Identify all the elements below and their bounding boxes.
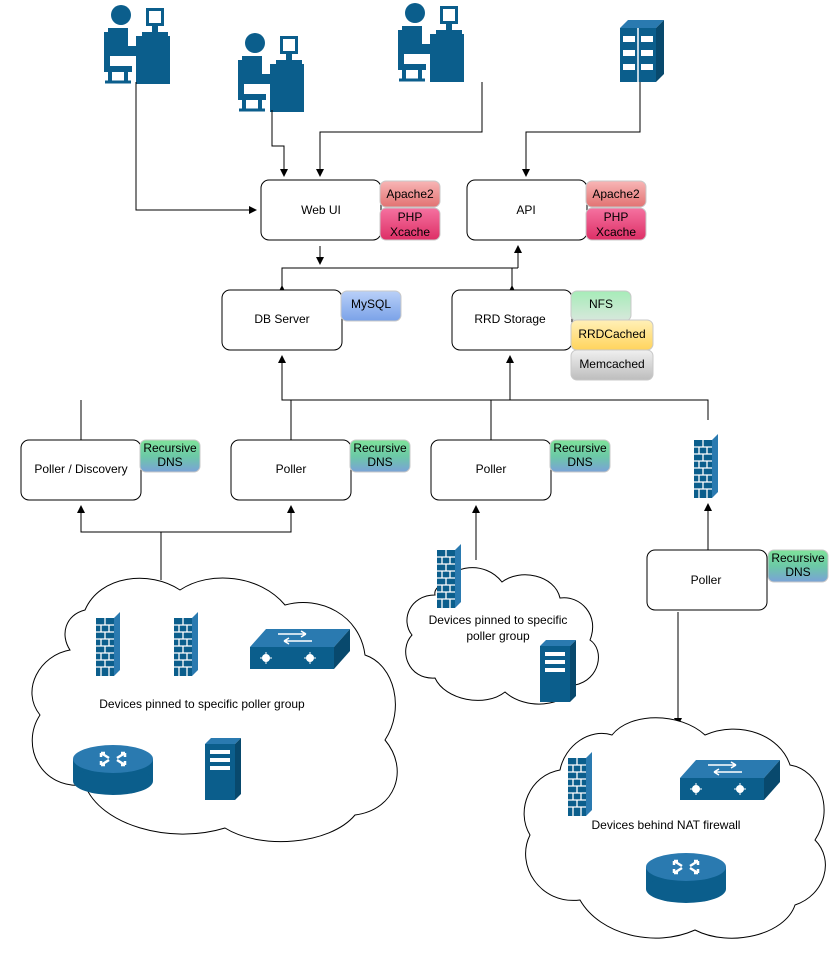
connectors [77,82,712,726]
cloud-label: poller group [466,629,530,643]
php-xcache-tag: PHP Xcache [585,207,647,241]
rrd-storage-label: RRD Storage [474,312,546,326]
router-icon [71,743,155,797]
nfs-tag: NFS [570,290,632,322]
recursive-label: Recursive [353,441,407,455]
cloud-label: Devices pinned to specific [429,613,568,627]
dns-label: DNS [785,565,810,579]
firewall-icon [173,611,199,677]
rrdcached-tag: RRDCached [570,319,654,351]
apache2-tag: Apache2 [585,180,647,208]
memcached-label: Memcached [579,357,644,371]
router-icon [644,851,728,905]
recursive-dns-tag: Recursive DNS [139,439,201,473]
mysql-label: MySQL [351,297,391,311]
poller-label: Poller [476,462,507,476]
recursive-dns-tag: Recursive DNS [349,439,411,473]
recursive-dns-tag: Recursive DNS [549,439,611,473]
recursive-label: Recursive [771,551,825,565]
recursive-dns-tag: Recursive DNS [767,549,829,583]
poller-node[interactable]: Poller [230,439,352,501]
poller-discovery-node[interactable]: Poller / Discovery [20,439,142,501]
web-ui-node[interactable]: Web UI [260,179,382,241]
dns-label: DNS [567,455,592,469]
user-workstation-icon [236,31,306,114]
middle-device-cloud: Devices pinned to specific poller group [405,543,599,705]
nfs-label: NFS [589,297,613,311]
poller-discovery-label: Poller / Discovery [34,462,127,476]
web-ui-label: Web UI [301,203,341,217]
apache2-label: Apache2 [386,187,434,201]
recursive-label: Recursive [143,441,197,455]
firewall-icon [567,751,593,817]
cloud-label: Devices pinned to specific poller group [99,697,305,711]
rrd-storage-node[interactable]: RRD Storage [451,289,573,351]
apache2-label: Apache2 [592,187,640,201]
server-tower-icon [540,640,576,702]
rrdcached-label: RRDCached [578,327,645,341]
memcached-tag: Memcached [570,349,654,381]
mysql-tag: MySQL [340,290,402,322]
php-label: PHP [604,210,629,224]
firewall-icon [95,611,121,677]
xcache-label: Xcache [596,225,636,239]
poller-nat-node[interactable]: Poller [646,549,768,611]
firewall-icon [436,543,462,609]
user-workstation-icon [396,1,466,84]
right-device-cloud: Devices behind NAT firewall [523,717,826,939]
dns-label: DNS [157,455,182,469]
switch-icon [679,759,781,801]
left-device-cloud: Devices pinned to specific poller group [31,577,398,843]
switch-icon [249,628,351,670]
db-server-node[interactable]: DB Server [221,289,343,351]
apache2-tag: Apache2 [379,180,441,208]
dns-label: DNS [367,455,392,469]
php-label: PHP [398,210,423,224]
api-node[interactable]: API [466,179,588,241]
poller-node[interactable]: Poller [430,439,552,501]
poller-label: Poller [691,573,722,587]
php-xcache-tag: PHP Xcache [379,207,441,241]
api-label: API [516,203,535,217]
poller-label: Poller [276,462,307,476]
server-tower-icon [205,738,241,800]
firewall-icon [693,433,719,499]
db-server-label: DB Server [254,312,309,326]
cloud-label: Devices behind NAT firewall [592,818,741,832]
recursive-label: Recursive [553,441,607,455]
xcache-label: Xcache [390,225,430,239]
server-rack-icon [620,20,664,82]
user-workstation-icon [102,3,172,86]
